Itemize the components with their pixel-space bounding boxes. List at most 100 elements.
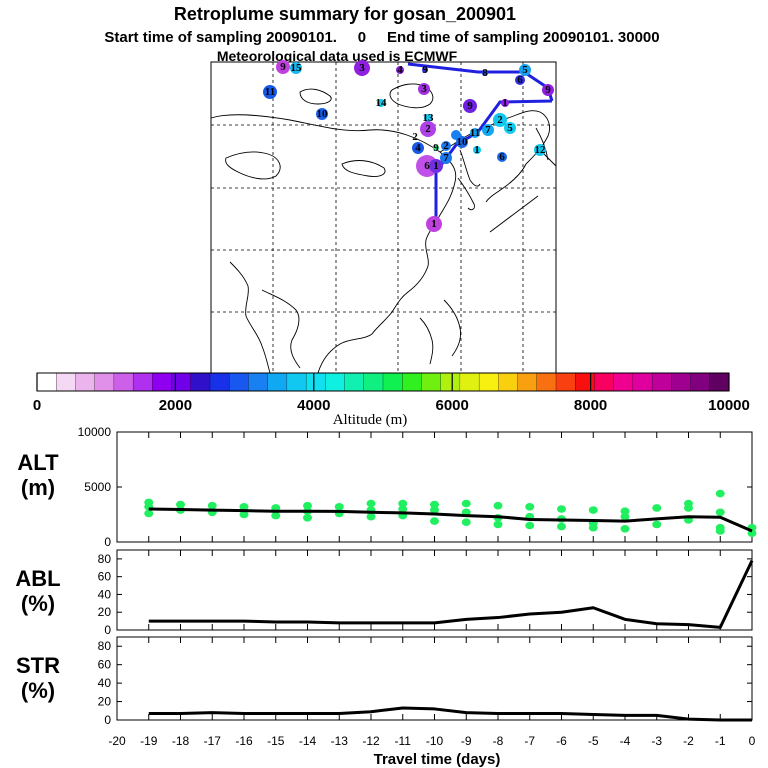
altitude-scatter-point — [620, 507, 630, 515]
altitude-scatter-point — [271, 511, 281, 520]
x-tick-label: -4 — [620, 734, 631, 748]
plume-cluster-label: 8 — [482, 67, 488, 79]
altitude-scatter-point — [430, 506, 439, 514]
x-tick-label: -12 — [362, 734, 380, 748]
x-tick-label: -11 — [395, 734, 412, 748]
plume-cluster-label: 6 — [517, 74, 523, 86]
altitude-scatter-point — [366, 499, 376, 508]
colorbar-cell — [209, 372, 230, 392]
altitude-scatter-point — [144, 509, 154, 518]
panel-label: ALT — [17, 450, 59, 475]
x-tick-label: -17 — [204, 734, 222, 748]
colorbar-cell — [325, 372, 346, 392]
plume-cluster-label: 9 — [467, 100, 473, 112]
x-tick-label: -20 — [108, 734, 126, 748]
plume-cluster-label: 11 — [470, 127, 480, 139]
plume-cluster-dot — [504, 122, 516, 134]
plume-cluster-label: 10 — [317, 108, 329, 120]
plume-cluster-label: 1 — [474, 144, 480, 156]
colorbar-cell — [575, 372, 595, 392]
colorbar-cell — [632, 372, 653, 392]
plume-cluster-dot — [501, 99, 509, 107]
altitude-scatter-point — [620, 512, 630, 521]
plume-cluster-label: 6 — [424, 160, 430, 172]
x-tick-label: 0 — [749, 734, 756, 748]
colorbar-cell — [459, 372, 480, 392]
x-tick-label: -9 — [461, 734, 472, 748]
altitude-scatter-point — [334, 503, 344, 511]
colorbar-cell — [190, 372, 211, 392]
colorbar-cell — [478, 372, 499, 392]
plume-clusters — [263, 60, 554, 232]
plume-cluster-label: 9 — [433, 142, 439, 154]
altitude-scatter-point — [620, 525, 630, 533]
plume-cluster-label: 9 — [422, 64, 428, 76]
colorbar-cell — [709, 372, 730, 392]
plume-cluster-dot — [354, 60, 370, 76]
x-tick-label: -2 — [683, 734, 694, 748]
plume-cluster-dot — [422, 67, 428, 73]
colorbar-cell — [363, 372, 384, 392]
plume-cluster-dot — [276, 60, 290, 74]
y-tick-label: 20 — [98, 695, 112, 709]
y-tick-label: 80 — [98, 552, 112, 566]
plume-cluster-dot — [426, 216, 442, 232]
colorbar-cell — [382, 372, 403, 392]
colorbar-cell — [171, 372, 192, 392]
x-tick-label: -15 — [267, 734, 285, 748]
x-tick-label: -16 — [235, 734, 253, 748]
plume-cluster-dot — [534, 144, 546, 156]
plume-cluster-label: 6 — [499, 151, 505, 163]
y-tick-label: 60 — [98, 658, 112, 672]
plume-cluster-dot — [463, 99, 477, 113]
x-tick-label: -19 — [140, 734, 158, 748]
plume-cluster-dot — [482, 70, 488, 76]
y-tick-label: 0 — [104, 535, 111, 549]
y-tick-label: 80 — [98, 639, 112, 653]
x-tick-label: -3 — [651, 734, 662, 748]
plume-cluster-label: 12 — [535, 144, 547, 156]
colorbar-cell — [267, 372, 288, 392]
panel-unit-label: (%) — [21, 591, 55, 616]
altitude-scatter-point — [652, 504, 662, 512]
altitude-scatter-point — [715, 508, 725, 517]
x-tick-label: -18 — [172, 734, 190, 748]
colorbar-cell — [402, 372, 422, 392]
x-axis-tick-labels: -20 -19 -18 -17 -16 -15 -14 -13 -12 -11 -10 -9 -8 -7-… — [108, 734, 755, 748]
colorbar-cell — [113, 372, 134, 392]
plume-cluster-label: 4 — [415, 142, 421, 154]
colorbar-cell — [75, 372, 96, 392]
colorbar-tick-labels: 0 2000 4000 6000 8000 10000 — [33, 373, 750, 414]
colorbar-cell — [344, 372, 365, 392]
colorbar-cell — [555, 372, 576, 392]
colorbar-cell — [132, 372, 153, 392]
x-tick-label: -5 — [588, 734, 599, 748]
plume-cluster-label: 10 — [457, 136, 469, 148]
colorbar-tick-label: 4000 — [297, 397, 330, 414]
altitude-scatter-point — [588, 506, 598, 514]
colorbar-cell — [613, 372, 634, 392]
plume-cluster-dot — [377, 99, 385, 107]
altitude-scatter-point — [398, 505, 408, 513]
plume-cluster-dot — [263, 85, 277, 99]
colorbar-cell — [56, 372, 76, 392]
plume-cluster-dot — [396, 66, 404, 74]
colorbar-cell — [36, 372, 57, 392]
colorbar-tick-label: 10000 — [708, 397, 750, 414]
plume-cluster-label: 4 — [397, 64, 403, 76]
plume-cluster-label: 7 — [443, 152, 449, 164]
plume-cluster-label: 2 — [497, 114, 503, 126]
colorbar-cell — [594, 372, 615, 392]
coastlines — [210, 83, 557, 374]
y-tick-label: 60 — [98, 570, 112, 584]
plume-cluster-label: 7 — [485, 124, 491, 136]
plume-cluster-dot — [412, 142, 424, 154]
colorbar-cell — [671, 372, 692, 392]
plume-cluster-label: 1 — [502, 97, 508, 109]
figure-title: Retroplume summary for gosan_200901 — [174, 4, 516, 24]
colorbar-cell — [305, 372, 326, 392]
plume-cluster-dot — [482, 124, 494, 136]
altitude-scatter-point — [461, 499, 471, 508]
map-grid — [211, 62, 556, 373]
